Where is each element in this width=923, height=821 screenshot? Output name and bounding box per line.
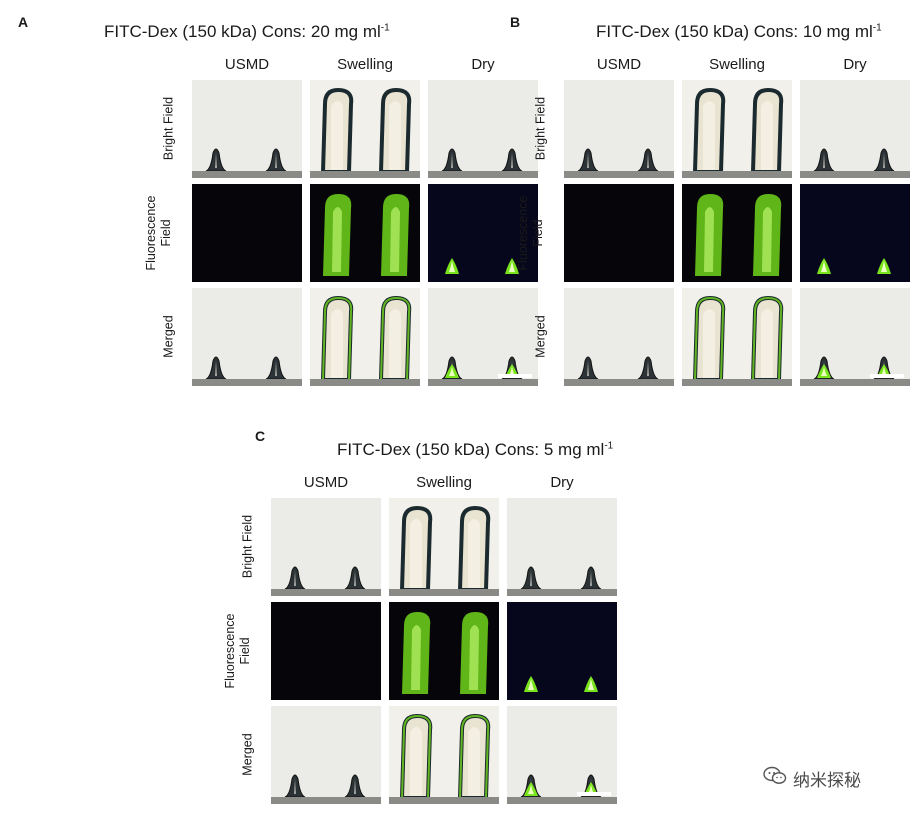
micrograph-merged-usmd (271, 706, 381, 804)
micrograph-merged-usmd (192, 288, 302, 386)
column-label-swelling: Swelling (416, 474, 472, 491)
column-label-swelling: Swelling (709, 56, 765, 73)
panel-letter-a: A (18, 14, 29, 30)
scale-bar (870, 374, 904, 378)
panel-title-a: FITC-Dex (150 kDa) Cons: 20 mg ml-1 (104, 22, 390, 41)
column-label-dry: Dry (471, 56, 495, 73)
column-label-usmd: USMD (303, 474, 349, 491)
wechat-icon (763, 766, 787, 791)
micrograph-bright-field-dry (800, 80, 910, 178)
micrograph-merged-dry (428, 288, 538, 386)
row-label-bright-field: Bright Field (533, 96, 548, 161)
micrograph-fluorescence-field-usmd (271, 602, 381, 700)
scale-bar (498, 374, 532, 378)
row-label-bright-field: Bright Field (161, 96, 176, 161)
micrograph-bright-field-dry (428, 80, 538, 178)
watermark-text: 纳米探秘 (793, 771, 861, 790)
column-label-usmd: USMD (596, 56, 642, 73)
micrograph-fluorescence-field-usmd (564, 184, 674, 282)
row-label-bright-field: Bright Field (240, 514, 255, 579)
micrograph-merged-swelling (310, 288, 420, 386)
micrograph-bright-field-usmd (192, 80, 302, 178)
row-label-fluorescence-field: Fluorescence Field (223, 613, 252, 689)
row-label-merged: Merged (161, 315, 176, 358)
column-label-swelling: Swelling (337, 56, 393, 73)
micrograph-merged-usmd (564, 288, 674, 386)
scale-bar (577, 792, 611, 796)
micrograph-merged-swelling (389, 706, 499, 804)
panel-title-b: FITC-Dex (150 kDa) Cons: 10 mg ml-1 (596, 22, 882, 41)
micrograph-bright-field-usmd (564, 80, 674, 178)
micrograph-fluorescence-field-dry (800, 184, 910, 282)
row-label-fluorescence-field: Fluorescence Field (516, 195, 545, 271)
column-label-dry: Dry (550, 474, 574, 491)
micrograph-bright-field-dry (507, 498, 617, 596)
micrograph-bright-field-swelling (682, 80, 792, 178)
micrograph-fluorescence-field-dry (507, 602, 617, 700)
micrograph-fluorescence-field-swelling (682, 184, 792, 282)
micrograph-bright-field-usmd (271, 498, 381, 596)
panel-title-c: FITC-Dex (150 kDa) Cons: 5 mg ml-1 (337, 440, 614, 459)
micrograph-merged-dry (507, 706, 617, 804)
column-label-dry: Dry (843, 56, 867, 73)
micrograph-merged-dry (800, 288, 910, 386)
column-label-usmd: USMD (224, 56, 270, 73)
panel-letter-b: B (510, 14, 521, 30)
row-label-merged: Merged (240, 733, 255, 776)
row-label-merged: Merged (533, 315, 548, 358)
micrograph-fluorescence-field-dry (428, 184, 538, 282)
micrograph-fluorescence-field-usmd (192, 184, 302, 282)
panel-letter-c: C (255, 428, 266, 444)
micrograph-merged-swelling (682, 288, 792, 386)
micrograph-bright-field-swelling (310, 80, 420, 178)
micrograph-fluorescence-field-swelling (389, 602, 499, 700)
micrograph-fluorescence-field-swelling (310, 184, 420, 282)
micrograph-bright-field-swelling (389, 498, 499, 596)
row-label-fluorescence-field: Fluorescence Field (144, 195, 173, 271)
watermark: 纳米探秘 (763, 766, 861, 791)
